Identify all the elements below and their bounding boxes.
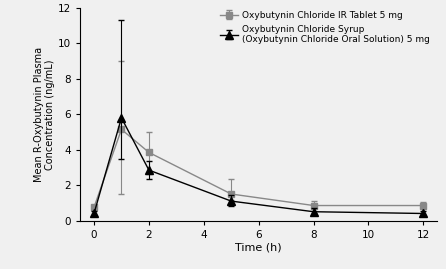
Y-axis label: Mean R-Oxybutynin Plasma
Concentration (ng/mL): Mean R-Oxybutynin Plasma Concentration (…	[33, 47, 55, 182]
Legend: Oxybutynin Chloride IR Tablet 5 mg, Oxybutynin Chloride Syrup
(Oxybutynin Chlori: Oxybutynin Chloride IR Tablet 5 mg, Oxyb…	[218, 8, 433, 47]
X-axis label: Time (h): Time (h)	[235, 242, 282, 252]
